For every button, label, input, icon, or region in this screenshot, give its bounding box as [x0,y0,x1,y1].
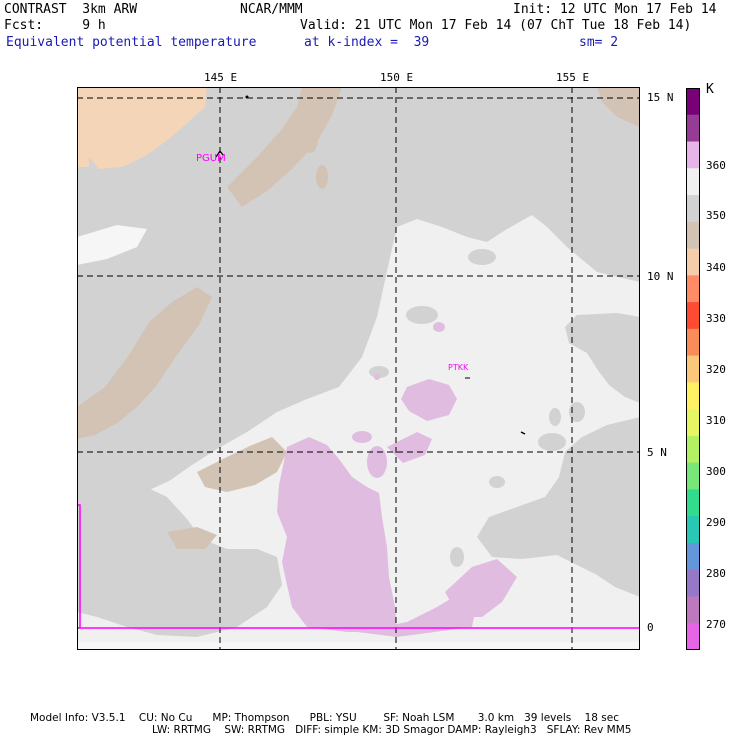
legend-swatch-7 [686,275,700,303]
center-name: NCAR/MMM [240,2,303,17]
station-markers [215,95,526,435]
legend-swatch-6 [686,248,700,276]
legend-label-350: 350 [706,209,726,222]
legend-swatch-9 [686,328,700,357]
legend-swatch-17 [686,542,700,571]
lat-label-15n: 15 N [647,91,674,104]
legend-swatch-10 [686,355,700,383]
footer-model-info: Model Info: V3.5.1 CU: No Cu MP: Thompso… [30,712,619,724]
legend-swatch-13 [686,435,700,464]
legend-swatch-11 [686,382,700,410]
theta-e-350-region [77,87,640,637]
station-label-pgum: PGUM [196,153,226,164]
lat-label-5n: 5 N [647,446,667,459]
legend-label-290: 290 [706,516,726,529]
map-plot: PGUM PTKK [77,87,640,650]
lon-label-145: 145 E [204,71,238,84]
smoothing-label: sm= 2 [579,35,619,50]
legend-label-320: 320 [706,363,726,376]
legend-swatch-5 [686,221,700,250]
level-label: at k-index = 39 [304,35,430,50]
footer-physics-info: LW: RRTMG SW: RRTMG DIFF: simple KM: 3D … [152,724,632,736]
legend-swatch-3 [686,168,700,196]
lon-label-155: 155 E [556,71,590,84]
legend-swatch-16 [686,516,700,544]
lat-label-0: 0 [647,621,654,634]
legend-label-280: 280 [706,567,726,580]
theta-e-lilac-region [277,322,517,637]
legend-label-360: 360 [706,159,726,172]
legend-label-340: 340 [706,261,726,274]
legend-label-310: 310 [706,414,726,427]
legend-swatch-2 [686,141,700,169]
lat-label-10n: 10 N [647,270,674,283]
theta-e-peach-region [77,87,207,169]
model-title: CONTRAST 3km ARW [4,2,138,17]
legend-swatch-20 [686,623,700,650]
valid-time: Valid: 21 UTC Mon 17 Feb 14 (07 ChT Tue … [300,18,692,33]
theta-e-360-region [77,225,640,650]
legend-swatch-1 [686,114,700,143]
domain-boundary [78,504,640,629]
legend-swatch-12 [686,409,700,437]
init-time: Init: 12 UTC Mon 17 Feb 14 [513,2,717,17]
color-legend [686,88,700,650]
legend-frame [686,88,700,650]
legend-swatch-15 [686,489,700,517]
legend-label-300: 300 [706,465,726,478]
legend-unit: K [706,82,714,97]
lon-label-150: 150 E [380,71,414,84]
map-frame [77,87,640,650]
legend-swatch-0 [686,88,700,116]
station-label-ptkk: PTKK [448,363,469,372]
field-name: Equivalent potential temperature [6,35,257,50]
legend-label-330: 330 [706,312,726,325]
legend-label-270: 270 [706,618,726,631]
forecast-hour: Fcst: 9 h [4,18,106,33]
legend-swatch-4 [686,195,700,223]
legend-swatch-19 [686,596,700,624]
legend-swatch-8 [686,302,700,330]
legend-swatch-18 [686,569,700,597]
legend-swatch-14 [686,462,700,490]
